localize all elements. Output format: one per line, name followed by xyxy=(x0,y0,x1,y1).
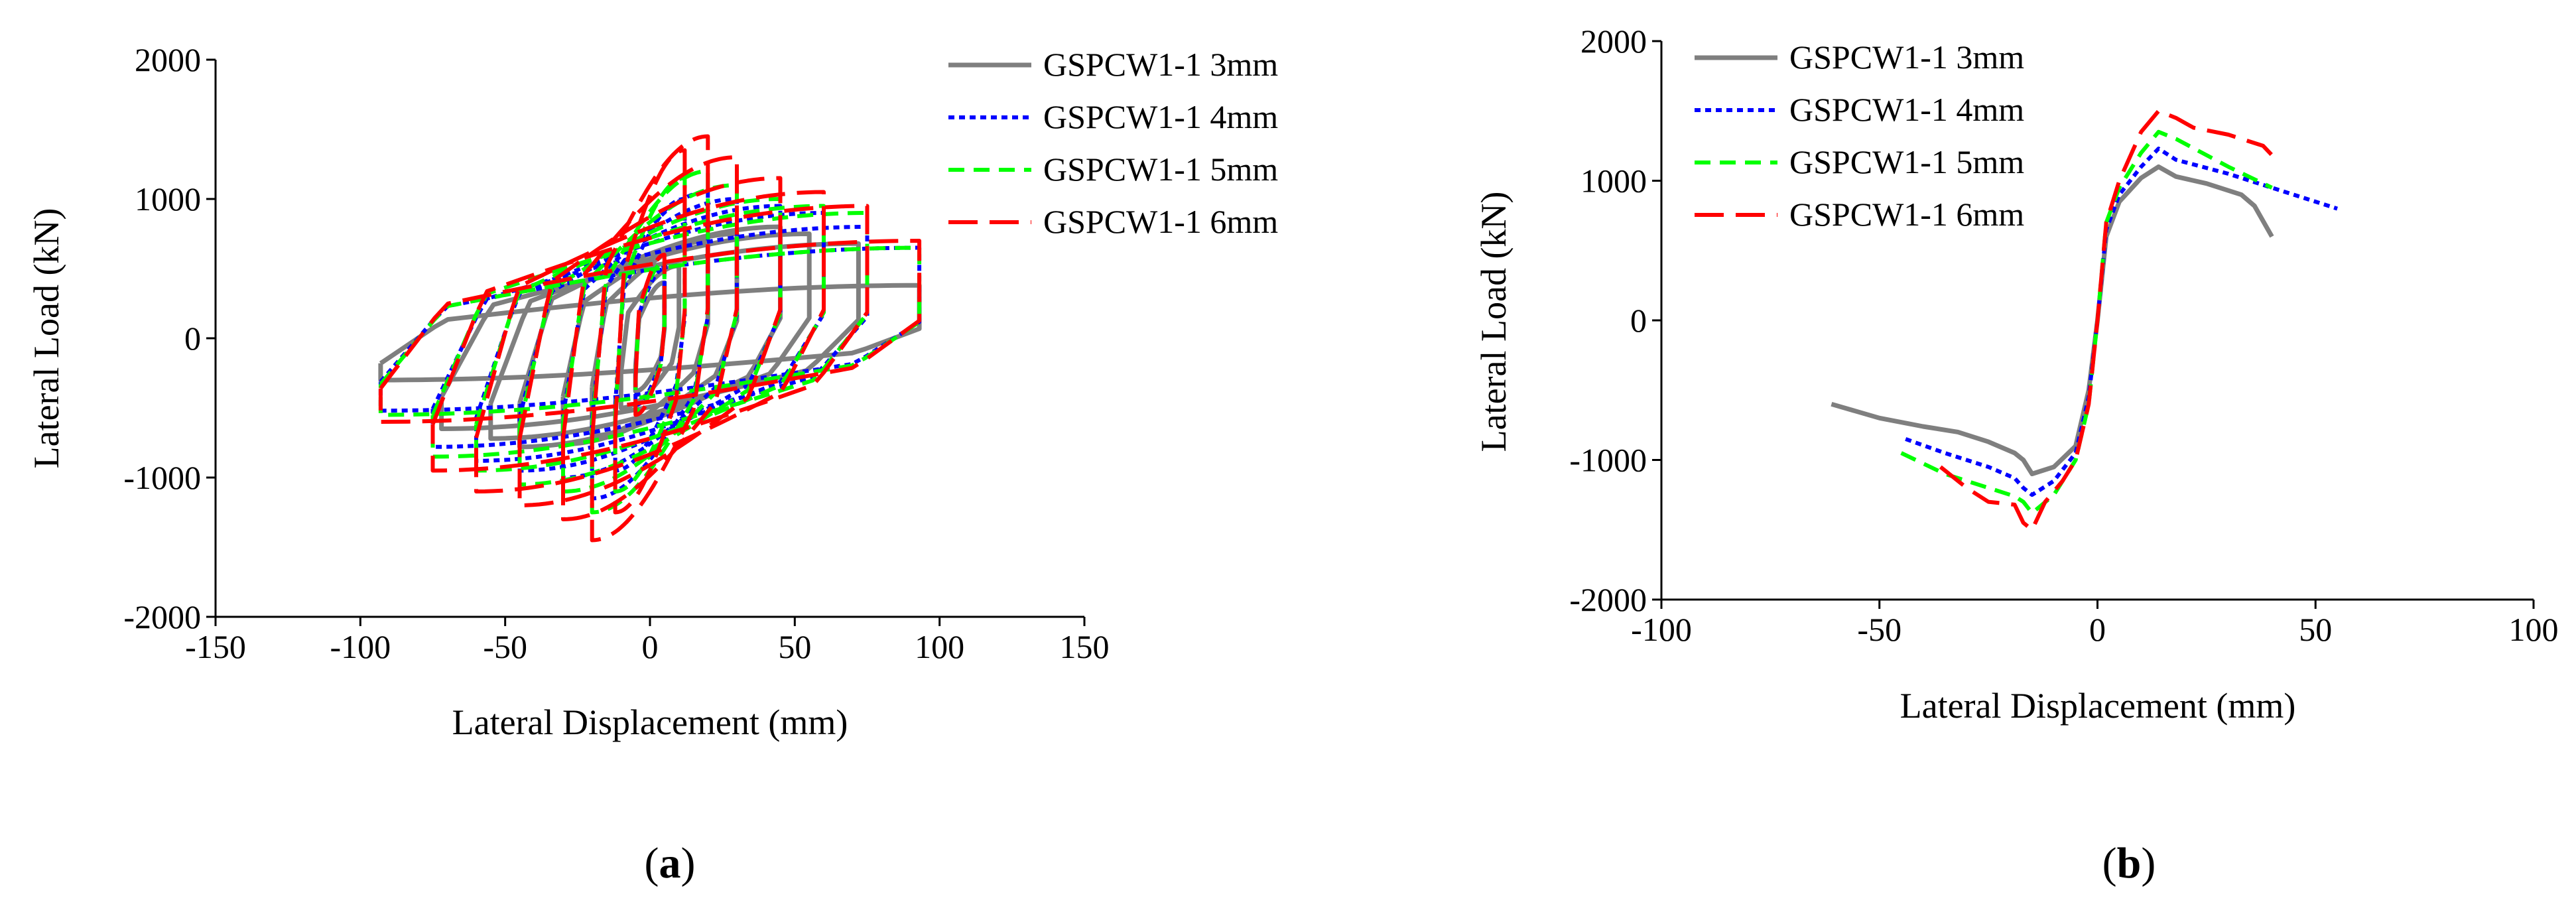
x-tick-label-a: -150 xyxy=(185,628,246,665)
legend-label-b-4: GSPCW1-1 6mm xyxy=(1789,196,2024,233)
hysteresis-loop-a-3-8 xyxy=(378,245,922,417)
caption-close-a: ) xyxy=(681,839,696,887)
hysteresis-loop-a-4-5 xyxy=(517,176,783,507)
hysteresis-loop-a-4-4 xyxy=(561,155,739,521)
legend-label-b-3: GSPCW1-1 5mm xyxy=(1789,143,2024,180)
x-tick-label-b: -100 xyxy=(1631,611,1692,648)
y-tick-label-b: 1000 xyxy=(1580,162,1647,200)
x-tick-label-a: 50 xyxy=(778,628,811,665)
chart-panel-a: -150 -100 -50 0 50 100 150-2000-1000010002000 … xyxy=(27,41,1278,887)
legend-label-a-2: GSPCW1-1 4mm xyxy=(1043,98,1278,135)
hysteresis-loop-a-2-3 xyxy=(590,190,710,501)
y-tick-label-a: 1000 xyxy=(135,180,201,218)
caption-letter-a: a xyxy=(659,839,681,887)
caption-letter-b: b xyxy=(2117,839,2142,887)
hysteresis-loop-a-1-8 xyxy=(378,283,922,383)
hysteresis-loop-a-3-7 xyxy=(430,211,869,459)
legend-label-b-2: GSPCW1-1 4mm xyxy=(1789,91,2024,128)
hysteresis-loop-a-4-3 xyxy=(590,134,710,543)
x-tick-label-b: -50 xyxy=(1857,611,1901,648)
y-axis-label-b: Lateral Load (kN) xyxy=(1474,192,1513,452)
x-tick-label-a: 100 xyxy=(915,628,964,665)
x-axis-label-a: Lateral Displacement (mm) xyxy=(452,702,848,742)
legend-label-b-1: GSPCW1-1 3mm xyxy=(1789,38,2024,76)
panel-caption-a: (a) xyxy=(645,839,696,887)
x-tick-label-b: 50 xyxy=(2299,611,2332,648)
hysteresis-loop-a-4-2 xyxy=(613,148,687,515)
x-axis-label-b: Lateral Displacement (mm) xyxy=(1900,686,2296,726)
skeleton-curve-b-4 xyxy=(1939,109,2278,532)
legend-a: GSPCW1-1 3mm GSPCW1-1 4mm GSPCW1-1 5mm GSPC… xyxy=(948,46,1278,240)
ticks-a: -150 -100 -50 0 50 100 150 -2000 -1000 0 1000 2000 xyxy=(123,41,1109,665)
y-tick-label-a: -2000 xyxy=(123,598,201,635)
y-tick-label-a: 2000 xyxy=(135,41,201,78)
x-tick-label-b: 0 xyxy=(2089,611,2106,648)
legend-b: GSPCW1-1 3mm GSPCW1-1 4mm GSPCW1-1 5mm GSPC… xyxy=(1695,38,2024,233)
ticks-b: -100 -50 0 50 100 -2000 -1000 0 1000 2000 xyxy=(1569,23,2558,648)
hysteresis-loop-a-4-7 xyxy=(430,204,869,473)
hysteresis-loop-a-4-6 xyxy=(474,190,826,493)
y-tick-label-b: -2000 xyxy=(1569,581,1647,618)
x-tick-label-b: 100 xyxy=(2509,611,2559,648)
series-group-a xyxy=(378,134,922,543)
hysteresis-loop-a-4-1 xyxy=(633,253,667,417)
y-tick-label-a: 0 xyxy=(184,320,201,357)
caption-open-b: ( xyxy=(2102,839,2117,887)
hysteresis-loop-a-4-8 xyxy=(378,239,922,424)
series-a-4 xyxy=(378,134,922,543)
panel-caption-b: (b) xyxy=(2102,839,2156,887)
legend-label-a-1: GSPCW1-1 3mm xyxy=(1043,46,1278,83)
x-tick-label-a: -100 xyxy=(330,628,391,665)
hysteresis-loop-a-1-2 xyxy=(618,263,682,411)
x-tick-label-a: 150 xyxy=(1060,628,1110,665)
x-tick-label-a: -50 xyxy=(483,628,527,665)
y-axis-label-a: Lateral Load (kN) xyxy=(27,208,66,469)
series-group-b xyxy=(1831,109,2339,532)
caption-open-a: ( xyxy=(645,839,659,887)
x-tick-label-a: 0 xyxy=(642,628,659,665)
y-tick-label-b: -1000 xyxy=(1569,442,1647,479)
y-tick-label-b: 0 xyxy=(1630,302,1647,339)
chart-panel-b: -100 -50 0 50 100 -2000 -1000 0 1000 2000 GSPCW1-… xyxy=(1474,23,2559,887)
y-tick-label-b: 2000 xyxy=(1580,23,1647,60)
legend-label-a-4: GSPCW1-1 6mm xyxy=(1043,203,1278,240)
skeleton-curve-b-3 xyxy=(1900,129,2273,515)
caption-close-b: ) xyxy=(2141,839,2156,887)
legend-label-a-3: GSPCW1-1 5mm xyxy=(1043,151,1278,188)
y-tick-label-a: -1000 xyxy=(123,459,201,496)
